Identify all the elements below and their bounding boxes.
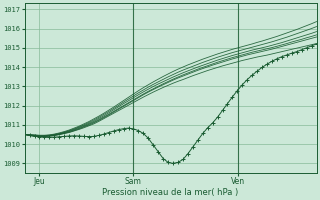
X-axis label: Pression niveau de la mer( hPa ): Pression niveau de la mer( hPa ) xyxy=(102,188,239,197)
